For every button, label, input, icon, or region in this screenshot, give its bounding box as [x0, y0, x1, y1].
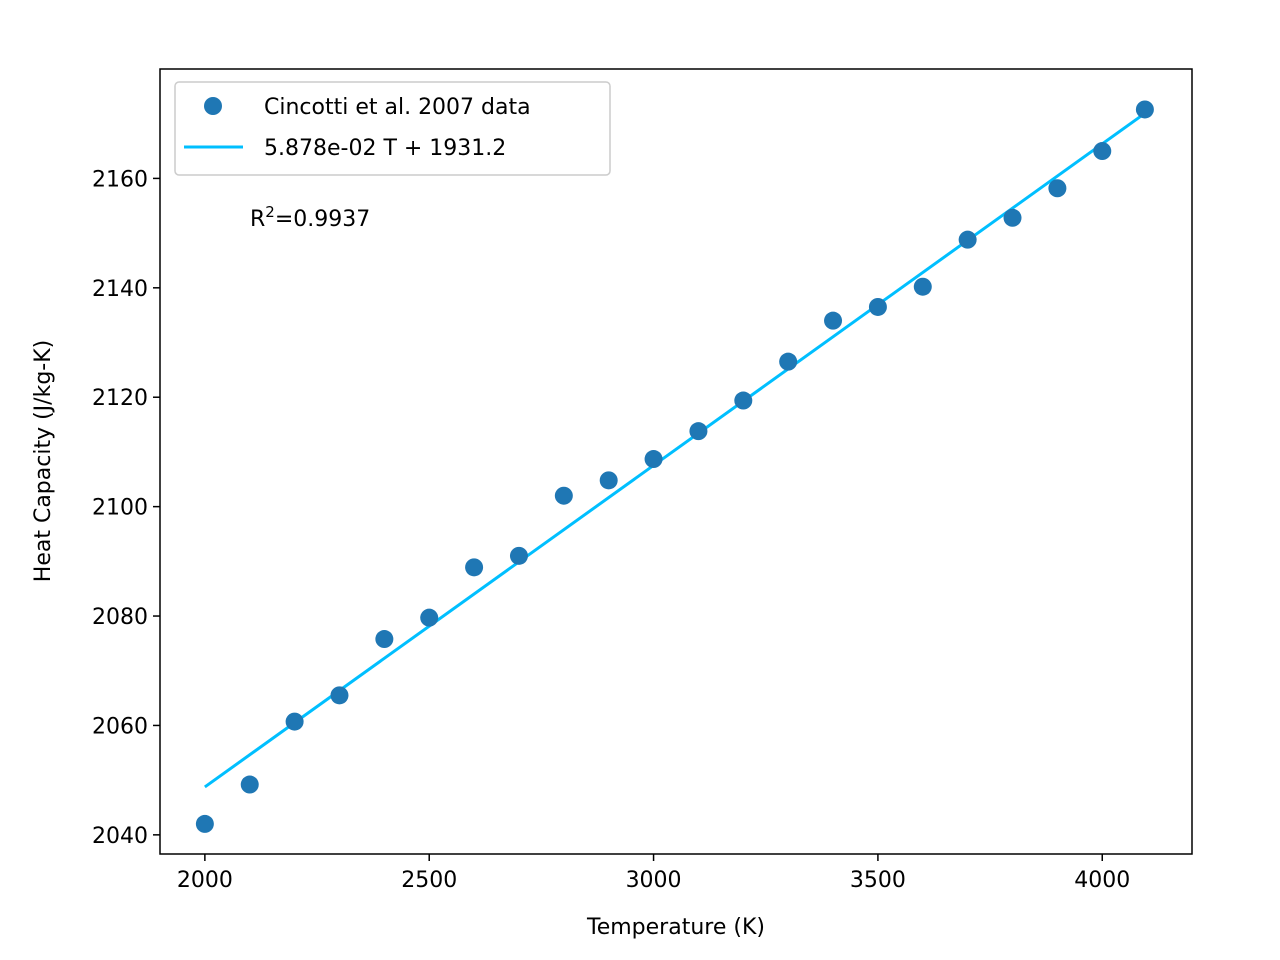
data-point	[779, 352, 798, 371]
fit-line	[203, 112, 1146, 789]
ticks-layer: 2000 2500 3000 3500 4000 2040 2060 2080 2100 2120…	[92, 167, 1130, 893]
legend-label-data: Cincotti et al. 2007 data	[264, 95, 531, 120]
data-point	[913, 277, 932, 296]
y-tick-label: 2100	[92, 496, 148, 521]
data-point	[285, 712, 304, 731]
y-axis-label: Heat Capacity (J/kg-K)	[31, 340, 56, 582]
data-point	[240, 775, 259, 794]
data-point	[958, 230, 977, 249]
data-point	[689, 422, 708, 441]
x-tick-label: 2500	[401, 868, 457, 893]
x-tick-label: 4000	[1074, 868, 1130, 893]
data-point	[824, 311, 843, 330]
legend: Cincotti et al. 2007 data 5.878e-02 T + …	[174, 81, 611, 176]
x-tick-label: 3500	[850, 868, 906, 893]
x-tick-label: 2000	[177, 868, 233, 893]
data-point	[420, 608, 439, 627]
data-point	[1003, 208, 1022, 227]
y-tick-label: 2140	[92, 277, 148, 302]
legend-marker-data	[204, 97, 222, 115]
data-point	[868, 297, 887, 316]
plot-frame	[159, 68, 1193, 855]
y-tick-label: 2080	[92, 605, 148, 630]
data-point	[1135, 100, 1154, 119]
y-tick-label: 2160	[92, 167, 148, 192]
legend-label-fit: 5.878e-02 T + 1931.2	[264, 136, 506, 161]
r-squared-annotation: R2=0.9937	[250, 203, 370, 232]
data-point	[1048, 179, 1067, 198]
data-point	[330, 686, 349, 705]
data-point	[465, 558, 484, 577]
y-tick-label: 2060	[92, 714, 148, 739]
x-tick-label: 3000	[626, 868, 682, 893]
data-point	[509, 546, 528, 565]
series-layer	[195, 100, 1154, 833]
y-tick-label: 2120	[92, 386, 148, 411]
legend-box	[174, 81, 611, 176]
x-axis-label: Temperature (K)	[586, 915, 765, 940]
data-point	[1093, 142, 1112, 161]
data-point	[375, 630, 394, 649]
data-point	[734, 391, 753, 410]
data-point	[599, 471, 618, 490]
data-point	[644, 450, 663, 469]
data-point	[195, 814, 214, 833]
data-point	[554, 486, 573, 505]
y-tick-label: 2040	[92, 824, 148, 849]
